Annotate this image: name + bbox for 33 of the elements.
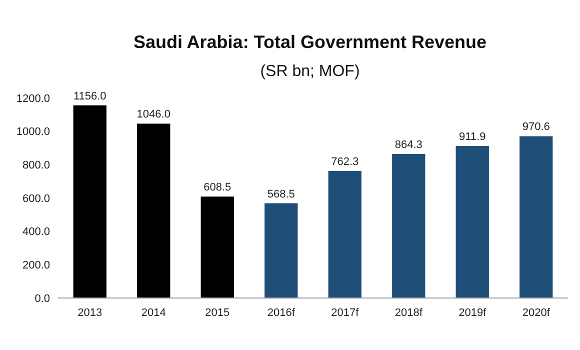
x-tick-label: 2019f <box>458 307 488 319</box>
x-tick-label: 2017f <box>331 307 360 319</box>
bar <box>456 146 489 298</box>
y-tick-label: 0.0 <box>34 292 50 305</box>
x-tick-label: 2015 <box>205 307 230 319</box>
x-tick-label: 2016f <box>267 307 296 319</box>
data-label: 911.9 <box>459 131 486 144</box>
data-label: 568.5 <box>267 188 295 200</box>
bar <box>520 136 553 298</box>
chart-title: Saudi Arabia: Total Government Revenue <box>133 32 487 52</box>
y-tick-label: 1200.0 <box>16 92 50 105</box>
data-label: 762.3 <box>331 156 359 168</box>
x-tick-label: 2014 <box>141 307 166 319</box>
y-tick-label: 800.0 <box>22 160 50 172</box>
data-label: 1156.0 <box>73 90 106 102</box>
bar <box>264 203 298 298</box>
bar <box>137 124 170 298</box>
bar <box>328 170 362 298</box>
x-tick-label: 2018f <box>394 307 424 319</box>
y-tick-label: 200.0 <box>22 260 50 272</box>
x-tick-label: 2020f <box>522 307 551 319</box>
bar <box>200 196 234 298</box>
x-tick-label: 2013 <box>78 307 102 319</box>
y-tick-label: 400.0 <box>22 226 50 238</box>
bar <box>73 105 106 298</box>
chart-subtitle: (SR bn; MOF) <box>260 63 360 80</box>
data-label: 608.5 <box>204 182 232 194</box>
data-label: 864.3 <box>394 138 422 151</box>
data-label: 970.6 <box>522 121 550 134</box>
y-tick-label: 600.0 <box>22 192 50 205</box>
data-label: 1046.0 <box>136 108 170 121</box>
y-tick-label: 1000.0 <box>16 126 50 138</box>
bar <box>392 154 426 298</box>
